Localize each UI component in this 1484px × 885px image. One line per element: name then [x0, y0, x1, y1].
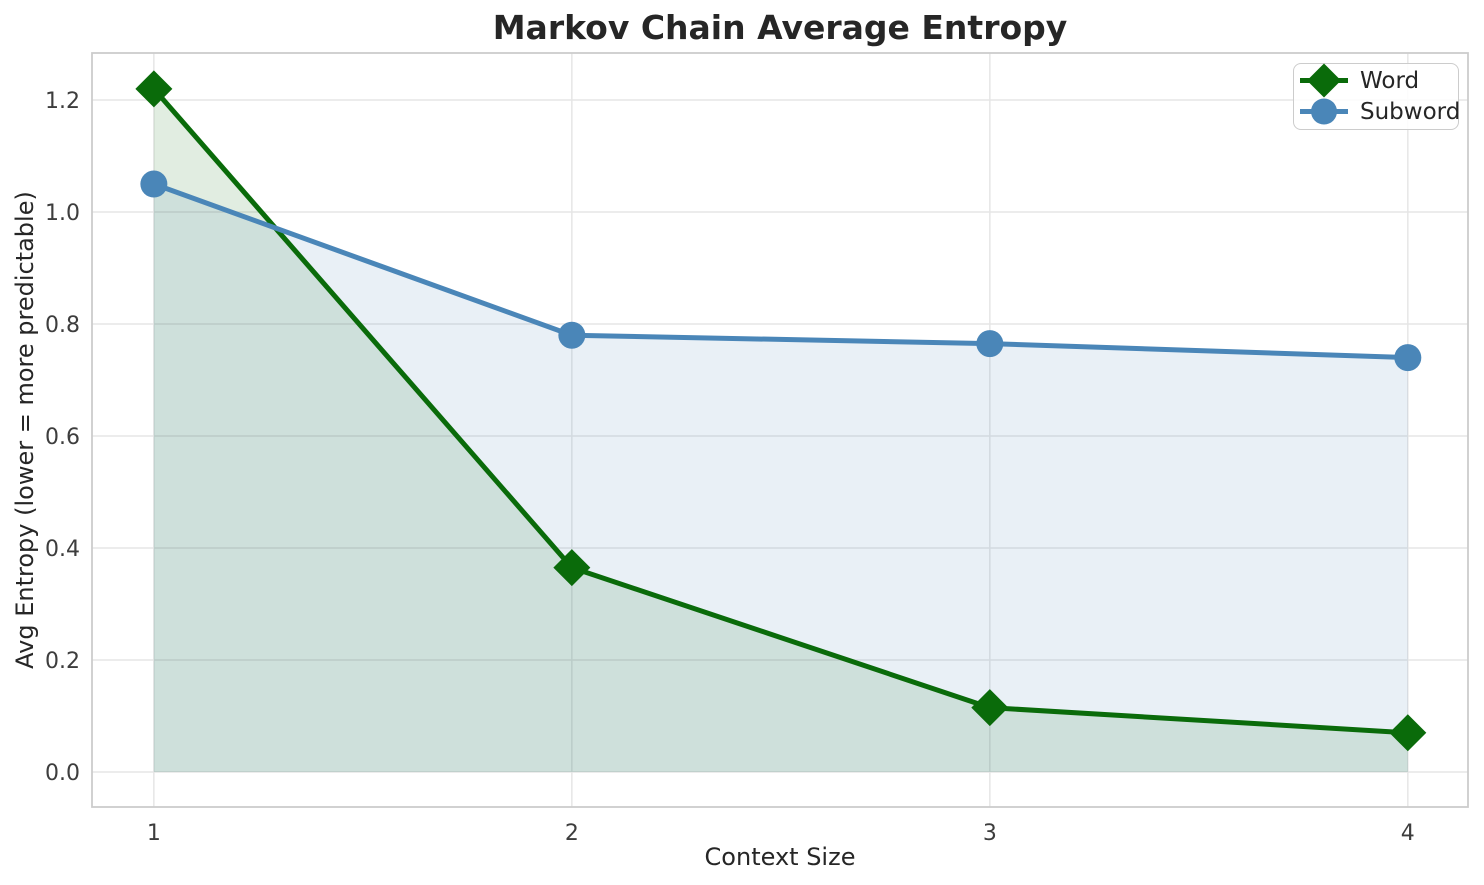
y-axis-label: Avg Entropy (lower = more predictable) — [11, 191, 39, 669]
word-marker-diamond — [1389, 714, 1427, 752]
x-tick-label: 4 — [1401, 821, 1415, 846]
legend-entry-subword: Subword — [1298, 96, 1460, 127]
word-marker-diamond — [135, 70, 173, 108]
legend-label-subword: Subword — [1360, 98, 1461, 125]
chart-title: Markov Chain Average Entropy — [492, 8, 1068, 47]
word-line — [151, 87, 1408, 736]
word-diamond-icon — [1307, 63, 1341, 98]
subword-area-fill — [153, 184, 1408, 773]
y-tick-label: 0.8 — [45, 313, 80, 338]
x-tick-label: 2 — [565, 821, 579, 846]
subword-marker-circle — [140, 170, 168, 198]
subword-marker-circle — [976, 330, 1004, 358]
subword-circle-icon — [1311, 98, 1337, 125]
word-marker-diamond — [553, 549, 591, 587]
y-tick-label: 0.6 — [45, 425, 80, 450]
subword-marker-circle — [1394, 344, 1422, 372]
y-tick-label: 1.0 — [45, 201, 80, 226]
legend: Word Subword — [1293, 63, 1460, 130]
word-area-fill — [153, 88, 1408, 773]
y-tick-label: 0.2 — [45, 649, 80, 674]
legend-label-word: Word — [1360, 67, 1420, 94]
x-tick-label: 1 — [147, 821, 161, 846]
y-tick-label: 0.4 — [45, 537, 80, 562]
legend-entry-word: Word — [1298, 63, 1452, 98]
x-axis-label: Context Size — [704, 843, 856, 871]
word-marker-diamond — [971, 689, 1009, 727]
x-tick-label: 3 — [983, 821, 997, 846]
plot-border — [91, 52, 1469, 808]
subword-line — [153, 181, 1408, 361]
subword-marker-circle — [558, 321, 586, 349]
y-tick-label: 1.2 — [45, 89, 80, 114]
subword-legend-sample — [1300, 98, 1348, 125]
word-legend-sample — [1300, 63, 1348, 98]
y-tick-label: 0.0 — [45, 761, 80, 786]
